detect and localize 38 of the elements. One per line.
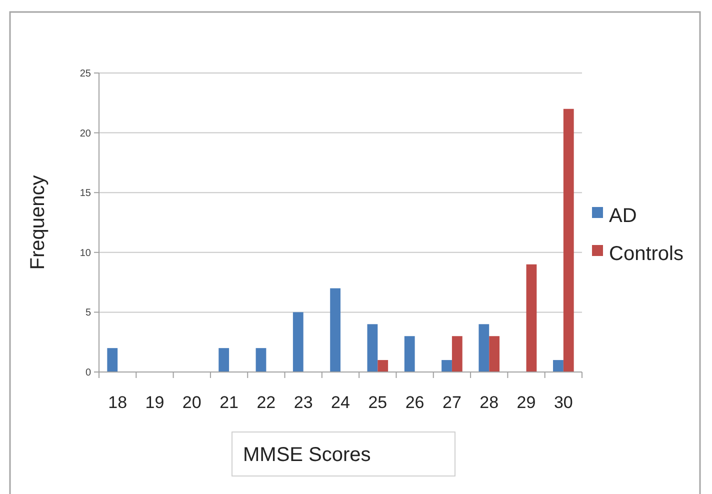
bar [367,324,378,372]
bar [107,348,118,372]
bar [526,264,537,372]
legend-label: AD [609,205,637,227]
y-axis-title: Frequency [27,175,49,270]
y-tick-label: 0 [85,368,92,378]
bar [478,324,490,372]
x-tick-label: 24 [331,393,350,412]
y-tick-label: 5 [85,308,92,319]
bar [256,348,266,372]
legend-label: Controls [609,243,684,265]
x-tick-label: 27 [442,393,462,412]
bar [563,108,574,372]
y-tick-label: 15 [80,188,92,200]
bar [292,312,304,372]
y-tick-label: 25 [80,68,92,80]
x-tick-label: 25 [368,393,388,412]
x-tick-label: 19 [145,393,164,412]
bar [218,348,230,372]
x-tick-label: 28 [480,393,499,412]
x-tick-label: 21 [220,393,238,412]
x-tick-label: 30 [554,393,573,412]
bar [452,336,462,372]
bar [330,288,340,372]
x-tick-label: 20 [182,393,202,412]
y-tick-label: 10 [80,248,92,259]
bar [489,336,500,372]
x-tick-label: 23 [294,393,313,412]
bar [553,360,564,372]
y-tick-label: 20 [80,128,92,140]
x-tick-label: 26 [405,393,424,412]
x-tick-label: 18 [108,393,128,412]
bar [378,360,388,372]
bar [442,360,452,372]
x-axis-title: MMSE Scores [243,444,371,466]
x-tick-label: 22 [256,393,276,412]
bar [404,336,415,372]
x-tick-label: 29 [516,393,536,412]
